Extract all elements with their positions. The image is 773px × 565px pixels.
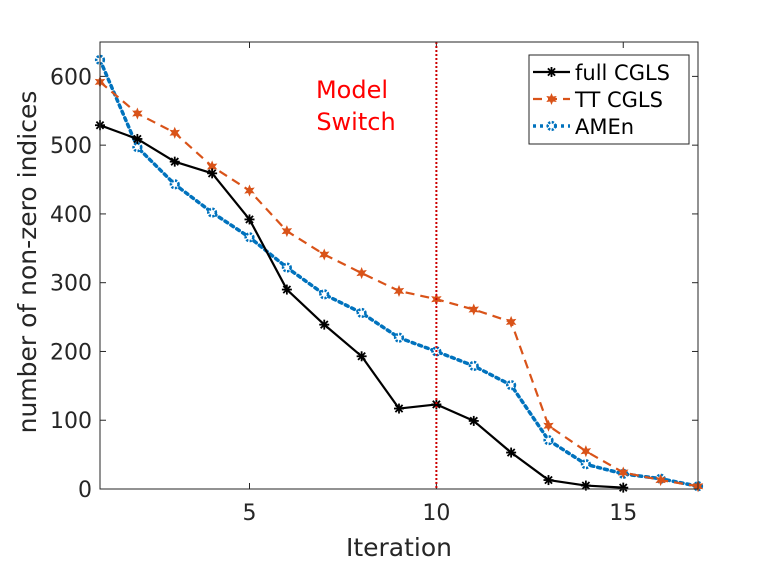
legend-marker-amen — [546, 120, 557, 132]
data-point-amen-14 — [580, 459, 591, 470]
data-point-tt-cgls-14 — [580, 445, 592, 458]
data-point-full-cgls-7 — [319, 319, 330, 330]
data-point-amen-3 — [169, 179, 180, 190]
x-axis-label: Iteration — [346, 533, 452, 562]
data-point-tt-cgls-13 — [543, 419, 554, 432]
data-point-full-cgls-6 — [281, 284, 292, 295]
data-point-tt-cgls-9 — [393, 284, 405, 297]
x-tick-label-5: 5 — [243, 501, 257, 526]
data-point-full-cgls-4 — [207, 168, 218, 179]
x-tick-label-10: 10 — [422, 501, 450, 526]
y-tick-label-300: 300 — [50, 272, 92, 297]
data-point-amen-4 — [207, 207, 218, 218]
legend-label-tt-cgls: TT CGLS — [574, 88, 663, 112]
data-point-amen-11 — [468, 360, 479, 372]
axis-ticks: 5 10 15 0 100 200 300 400 500 600 — [50, 42, 698, 526]
data-point-tt-cgls-2 — [132, 107, 143, 120]
annotation-line-1: Model — [316, 76, 388, 104]
data-point-full-cgls-3 — [169, 156, 180, 167]
y-tick-label-0: 0 — [78, 478, 92, 503]
x-tick-label-15: 15 — [609, 501, 637, 526]
data-point-full-cgls-2 — [132, 133, 143, 144]
legend-marker-full-cgls — [546, 67, 557, 77]
data-point-tt-cgls-8 — [356, 267, 367, 280]
data-point-full-cgls-13 — [543, 475, 554, 486]
data-point-amen-13 — [543, 435, 554, 446]
y-tick-label-400: 400 — [50, 203, 92, 228]
plot-area-frame — [99, 41, 699, 490]
data-point-full-cgls-8 — [356, 351, 367, 362]
y-tick-label-600: 600 — [50, 65, 92, 90]
data-point-full-cgls-15 — [618, 482, 629, 493]
data-point-full-cgls-9 — [394, 403, 404, 414]
data-point-amen-2 — [132, 142, 143, 153]
data-point-tt-cgls-15 — [618, 466, 629, 479]
data-point-full-cgls-12 — [506, 447, 517, 458]
data-point-tt-cgls-12 — [505, 315, 517, 328]
data-point-tt-cgls-5 — [244, 184, 255, 197]
data-point-amen-12 — [506, 380, 517, 391]
data-point-amen-5 — [244, 232, 255, 243]
data-point-tt-cgls-6 — [281, 225, 293, 238]
data-point-tt-cgls-11 — [468, 303, 479, 316]
data-point-tt-cgls-3 — [169, 126, 180, 139]
annotation-line-2: Switch — [316, 108, 395, 136]
data-point-tt-cgls-16 — [655, 474, 666, 487]
y-tick-label-500: 500 — [50, 134, 92, 159]
series-full-cgls — [95, 120, 629, 493]
legend-label-amen: AMEn — [575, 115, 634, 139]
y-axis-label: number of non-zero indices — [13, 91, 42, 434]
data-point-amen-7 — [319, 289, 330, 300]
legend-marker-tt-cgls — [546, 92, 557, 106]
data-point-amen-9 — [393, 332, 405, 343]
data-point-amen-8 — [356, 307, 367, 319]
series-lines — [94, 54, 704, 493]
legend: full CGLS TT CGLS AMEn — [528, 54, 690, 145]
y-tick-label-200: 200 — [50, 340, 92, 365]
data-point-tt-cgls-7 — [319, 248, 330, 261]
legend-label-full-cgls: full CGLS — [575, 61, 670, 85]
data-point-full-cgls-11 — [468, 415, 479, 426]
y-tick-label-100: 100 — [50, 409, 92, 434]
data-point-amen-6 — [281, 262, 292, 273]
data-point-full-cgls-5 — [244, 214, 255, 225]
